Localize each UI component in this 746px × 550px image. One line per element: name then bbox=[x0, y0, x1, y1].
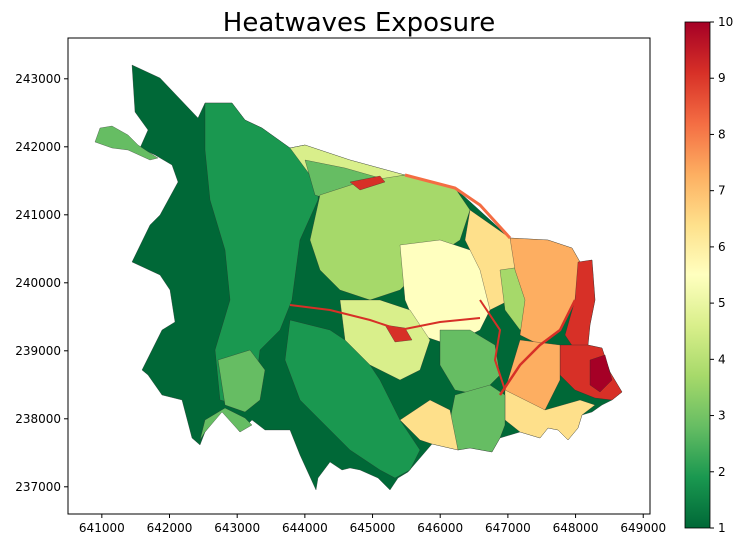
map-region-se-darkred bbox=[589, 354, 613, 393]
map-region-red-road2 bbox=[289, 304, 481, 332]
map-region-orange-road bbox=[404, 173, 512, 240]
colorbar-tick-label: 5 bbox=[718, 296, 726, 310]
y-tick-label: 239000 bbox=[15, 344, 61, 358]
colorbar-tick-label: 3 bbox=[718, 409, 726, 423]
x-tick-label: 643000 bbox=[214, 521, 260, 535]
colorbar-tick-label: 2 bbox=[718, 465, 726, 479]
map-region-nw-appendix bbox=[94, 125, 159, 161]
colorbar-tick-label: 10 bbox=[718, 15, 733, 29]
map-region-green-sw bbox=[199, 407, 253, 441]
colorbar-tick-label: 8 bbox=[718, 127, 726, 141]
y-tick-label: 241000 bbox=[15, 208, 61, 222]
x-tick-label: 644000 bbox=[282, 521, 328, 535]
colorbar-tick-label: 1 bbox=[718, 521, 726, 535]
choropleth-map bbox=[94, 64, 623, 491]
colorbar-tick-label: 9 bbox=[718, 71, 726, 85]
x-tick-label: 642000 bbox=[147, 521, 193, 535]
y-tick-label: 240000 bbox=[15, 276, 61, 290]
map-region-se-yellow bbox=[504, 389, 596, 441]
x-tick-label: 641000 bbox=[79, 521, 125, 535]
colorbar-tick-label: 6 bbox=[718, 240, 726, 254]
x-tick-label: 649000 bbox=[620, 521, 666, 535]
map-region-s-green bbox=[449, 384, 506, 453]
map-region-center-band bbox=[204, 102, 321, 406]
map-region-red-road3 bbox=[479, 299, 506, 391]
plot-area-frame bbox=[67, 37, 651, 515]
y-tick-label: 238000 bbox=[15, 412, 61, 426]
x-axis: 641000 642000 643000 644000 645000 646000 6470… bbox=[79, 514, 666, 535]
x-tick-label: 647000 bbox=[485, 521, 531, 535]
colorbar-tick-label: 7 bbox=[718, 184, 726, 198]
y-axis: 237000 238000 239000 240000 241000 242000 2430… bbox=[15, 72, 68, 494]
map-region-red-spot-n bbox=[349, 175, 386, 191]
map-region-lightgreen-mid bbox=[339, 299, 431, 381]
colorbar-tick-label: 4 bbox=[718, 352, 726, 366]
colorbar-axis: 1 2 3 4 5 6 7 8 9 10 bbox=[710, 15, 733, 535]
y-tick-label: 237000 bbox=[15, 480, 61, 494]
chart-title: Heatwaves Exposure bbox=[223, 8, 495, 38]
x-tick-label: 648000 bbox=[553, 521, 599, 535]
map-region-red-road bbox=[498, 299, 577, 396]
x-tick-label: 645000 bbox=[350, 521, 396, 535]
map-region-green-c bbox=[217, 349, 266, 413]
colorbar bbox=[684, 21, 711, 529]
map-region-s-yellow bbox=[399, 399, 459, 451]
y-tick-label: 242000 bbox=[15, 140, 61, 154]
y-tick-label: 243000 bbox=[15, 72, 61, 86]
x-tick-label: 646000 bbox=[417, 521, 463, 535]
